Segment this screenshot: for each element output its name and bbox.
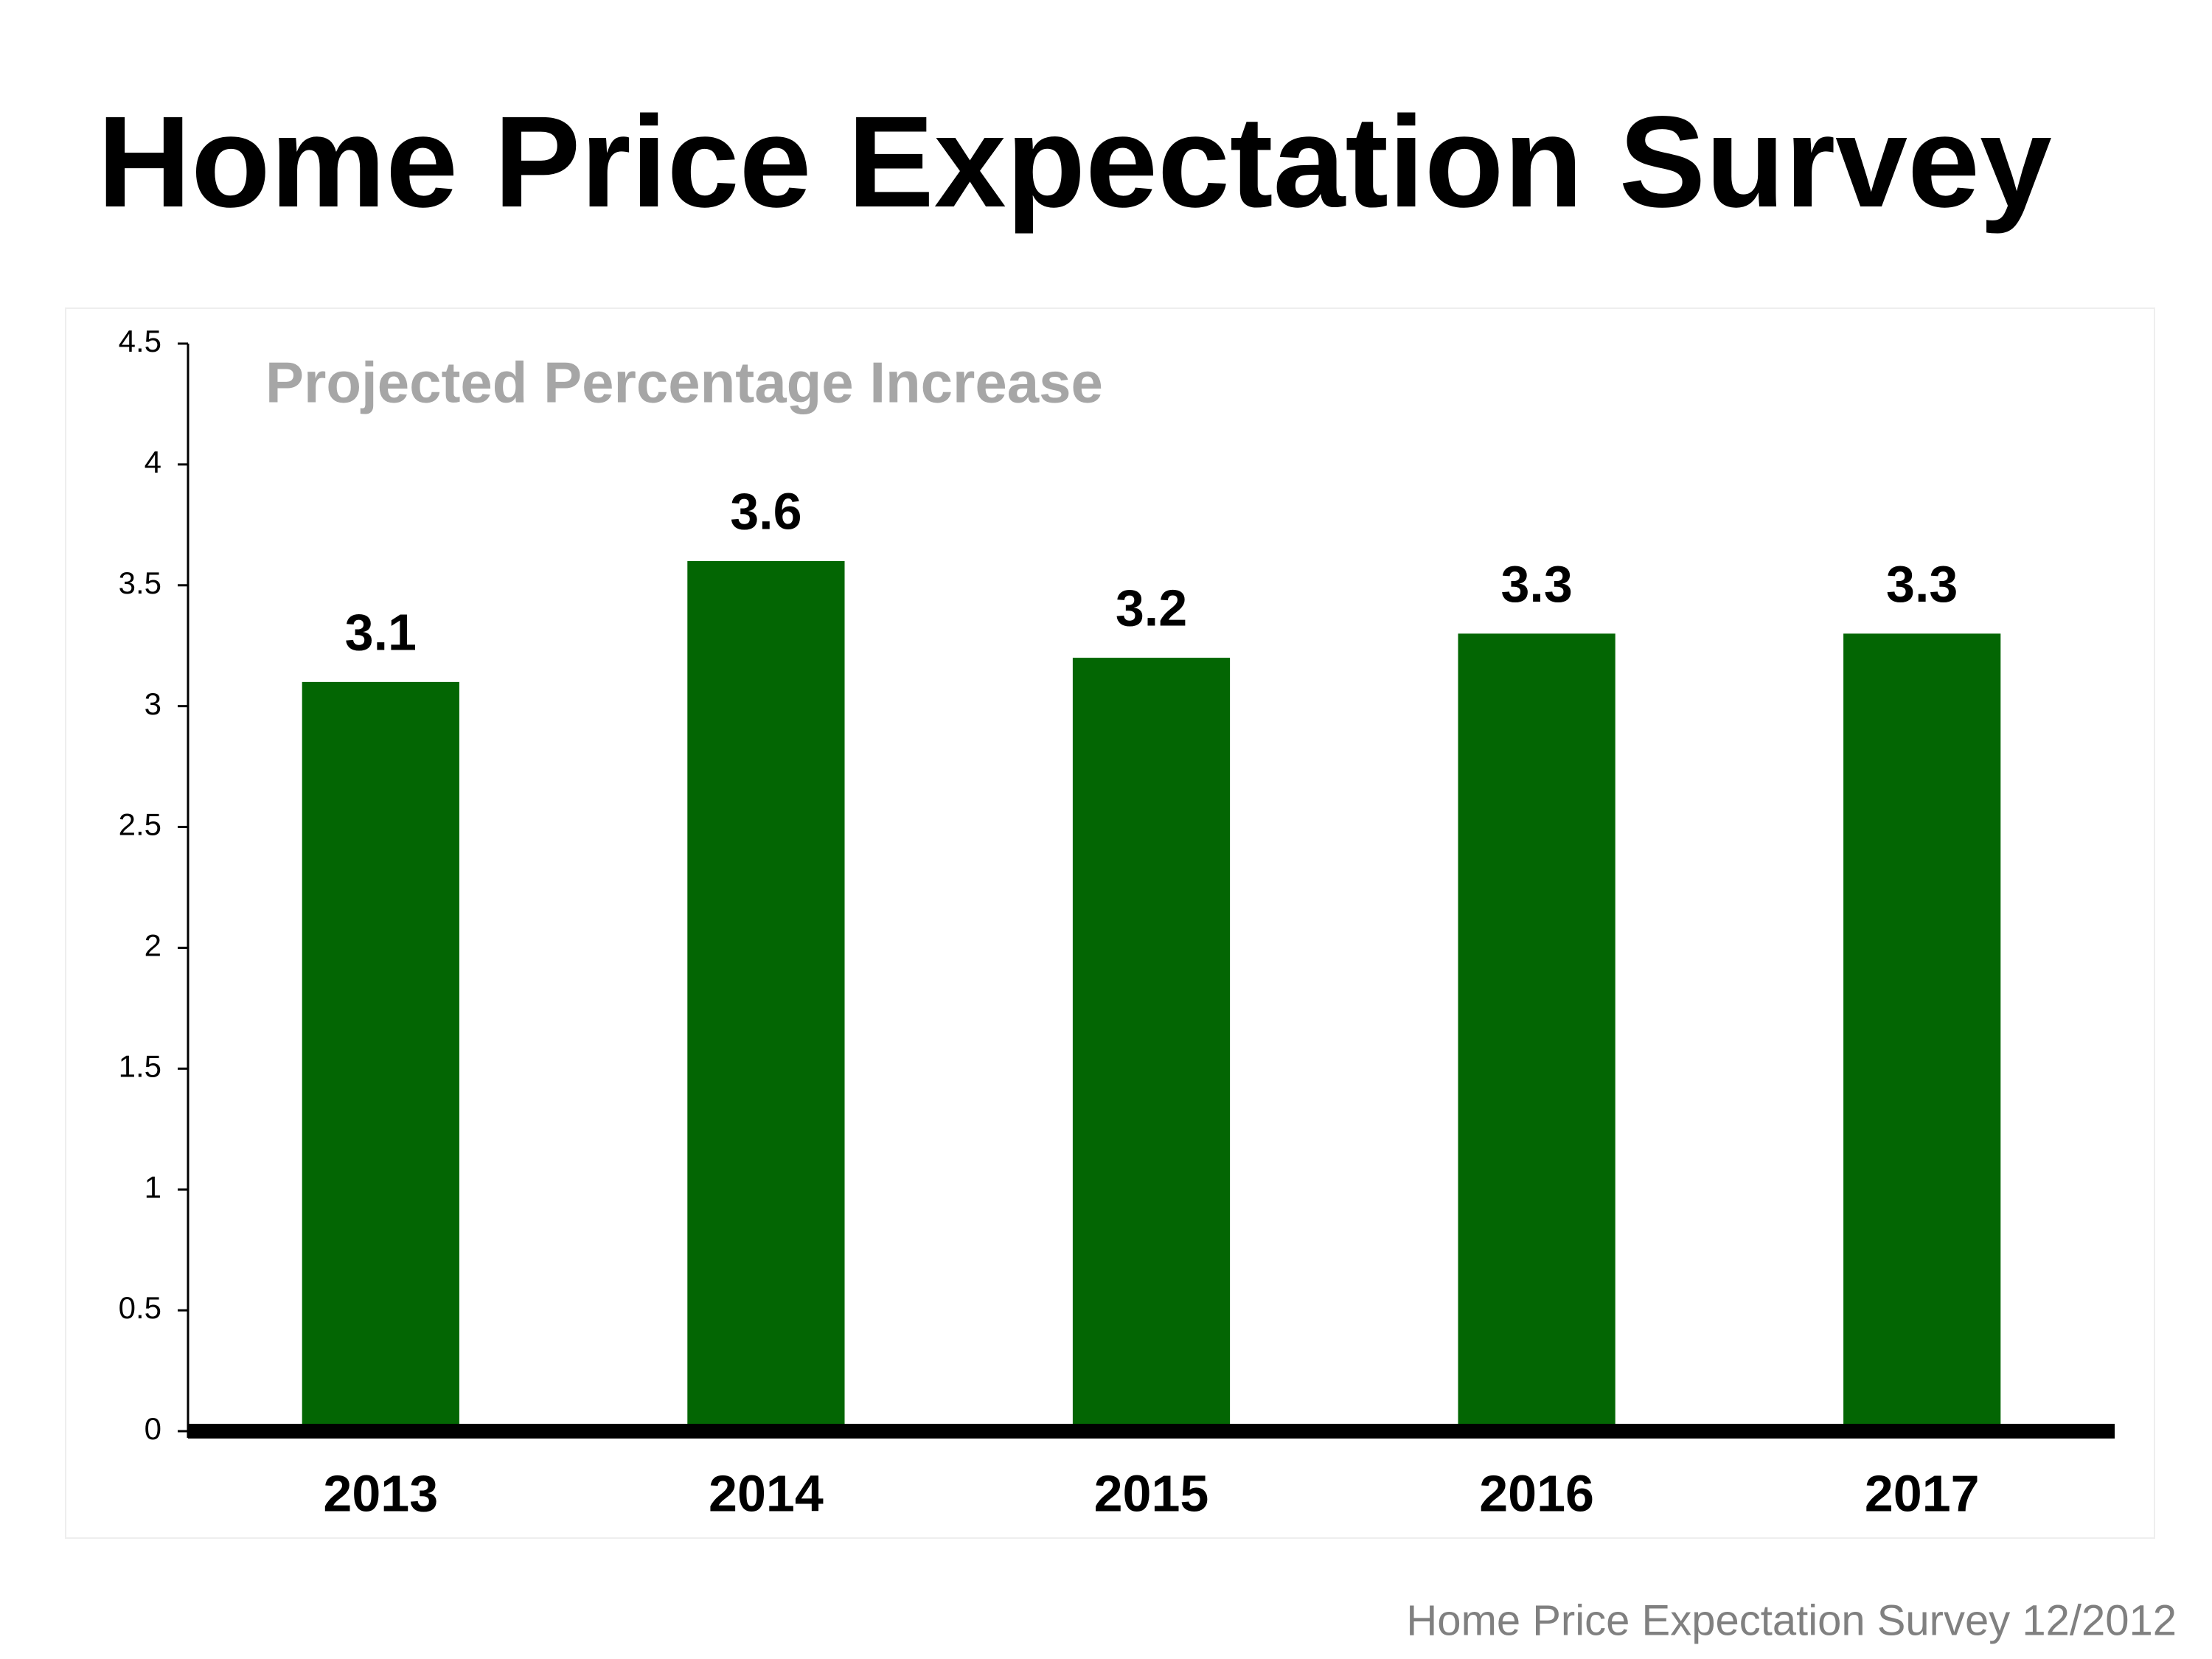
y-tick-label: 2.5 (119, 807, 161, 842)
y-tick-label: 4.5 (119, 324, 161, 358)
data-label: 3.3 (1500, 555, 1572, 613)
y-tick-label: 0 (145, 1411, 161, 1446)
bar (687, 561, 845, 1431)
data-label: 3.3 (1886, 555, 1958, 613)
y-tick-label: 1 (145, 1169, 161, 1204)
x-tick-label: 2015 (1094, 1464, 1209, 1522)
y-tick-label: 2 (145, 928, 161, 963)
plot-frame (65, 307, 2155, 1539)
y-tick-label: 3.5 (119, 566, 161, 600)
chart-title: Home Price Expectation Survey (97, 90, 2052, 234)
x-tick-label: 2013 (323, 1464, 438, 1522)
bar (1843, 633, 2001, 1432)
x-tick-label: 2014 (709, 1464, 824, 1522)
chart-subtitle: Projected Percentage Increase (265, 350, 1103, 415)
bar (1458, 633, 1615, 1432)
y-tick-label: 3 (145, 686, 161, 721)
y-tick-label: 4 (145, 445, 161, 479)
data-label: 3.2 (1116, 580, 1187, 637)
data-label: 3.6 (730, 482, 801, 540)
source-note: Home Price Expectation Survey 12/2012 (1406, 1596, 2177, 1644)
bar (1072, 658, 1231, 1431)
y-tick-label: 1.5 (119, 1048, 161, 1083)
bar (302, 681, 459, 1431)
data-label: 3.1 (345, 603, 417, 661)
x-tick-label: 2017 (1865, 1464, 1980, 1522)
y-tick-label: 0.5 (119, 1290, 161, 1325)
x-tick-label: 2016 (1479, 1464, 1594, 1522)
